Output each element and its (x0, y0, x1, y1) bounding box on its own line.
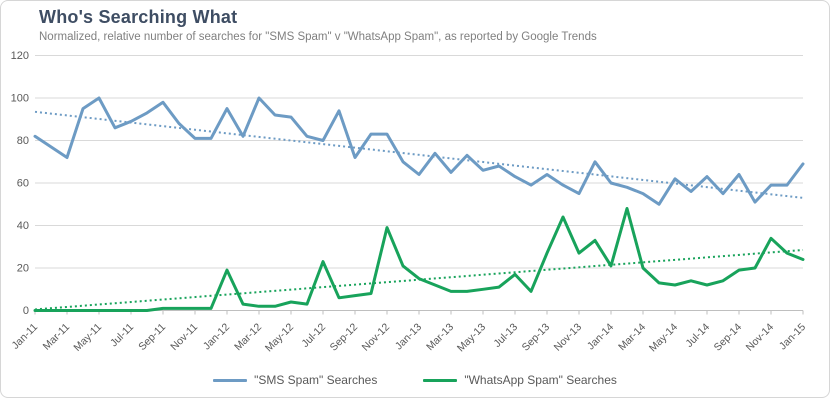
x-tick-label: May-13 (455, 321, 488, 354)
x-tick-label: Jul-14 (683, 321, 712, 350)
x-tick-label: Jan-15 (777, 321, 808, 352)
x-tick-label: Sep-12 (328, 321, 361, 354)
y-tick-label: 0 (23, 305, 29, 317)
x-tick-label: Sep-13 (520, 321, 553, 354)
x-tick-label: Jul-13 (491, 321, 520, 350)
y-tick-label: 40 (17, 220, 29, 232)
x-tick-label: Mar-13 (424, 321, 456, 353)
sms-series-line (33, 96, 805, 206)
sms-line-swatch (213, 378, 248, 382)
x-tick-label: Mar-12 (232, 321, 264, 353)
x-tick-label: Mar-14 (616, 321, 648, 353)
x-tick-label: Nov-12 (360, 321, 393, 354)
x-tick-label: Jan-14 (585, 321, 616, 352)
y-tick-label: 80 (17, 135, 29, 147)
y-tick-label: 120 (11, 50, 29, 62)
x-tick-label: May-14 (647, 321, 680, 354)
chart-legend: "SMS Spam" Searches "WhatsApp Spam" Sear… (1, 369, 829, 391)
chart-title: Who's Searching What (39, 7, 238, 27)
whatsapp-line-swatch (423, 378, 458, 382)
x-tick-label: Sep-11 (136, 321, 168, 353)
x-tick-label: May-12 (263, 321, 296, 354)
x-tick-label: Sep-14 (712, 321, 745, 354)
x-tick-label: May-11 (71, 321, 104, 354)
legend-item-whatsapp: "WhatsApp Spam" Searches (423, 373, 617, 387)
legend-label-sms: "SMS Spam" Searches (254, 373, 378, 387)
x-tick-label: Jan-11 (9, 321, 40, 352)
x-tick-label: Nov-11 (168, 321, 200, 353)
chart-subtitle: Normalized, relative number of searches … (39, 31, 597, 43)
y-tick-label: 20 (17, 263, 29, 275)
legend-item-sms: "SMS Spam" Searches (213, 373, 377, 387)
y-tick-label: 60 (17, 178, 29, 190)
x-tick-label: Jul-12 (299, 321, 328, 350)
x-tick-label: Nov-13 (552, 321, 585, 354)
x-tick-label: Nov-14 (744, 321, 777, 354)
whatsapp-series-line (33, 207, 805, 312)
x-tick-label: Jan-12 (201, 321, 232, 352)
x-tick-label: Mar-11 (41, 321, 73, 353)
sms-trendline (34, 110, 804, 199)
legend-label-whatsapp: "WhatsApp Spam" Searches (464, 373, 617, 387)
y-tick-label: 100 (11, 93, 29, 105)
x-tick-label: Jul-11 (108, 321, 136, 349)
x-tick-label: Jan-13 (393, 321, 424, 352)
